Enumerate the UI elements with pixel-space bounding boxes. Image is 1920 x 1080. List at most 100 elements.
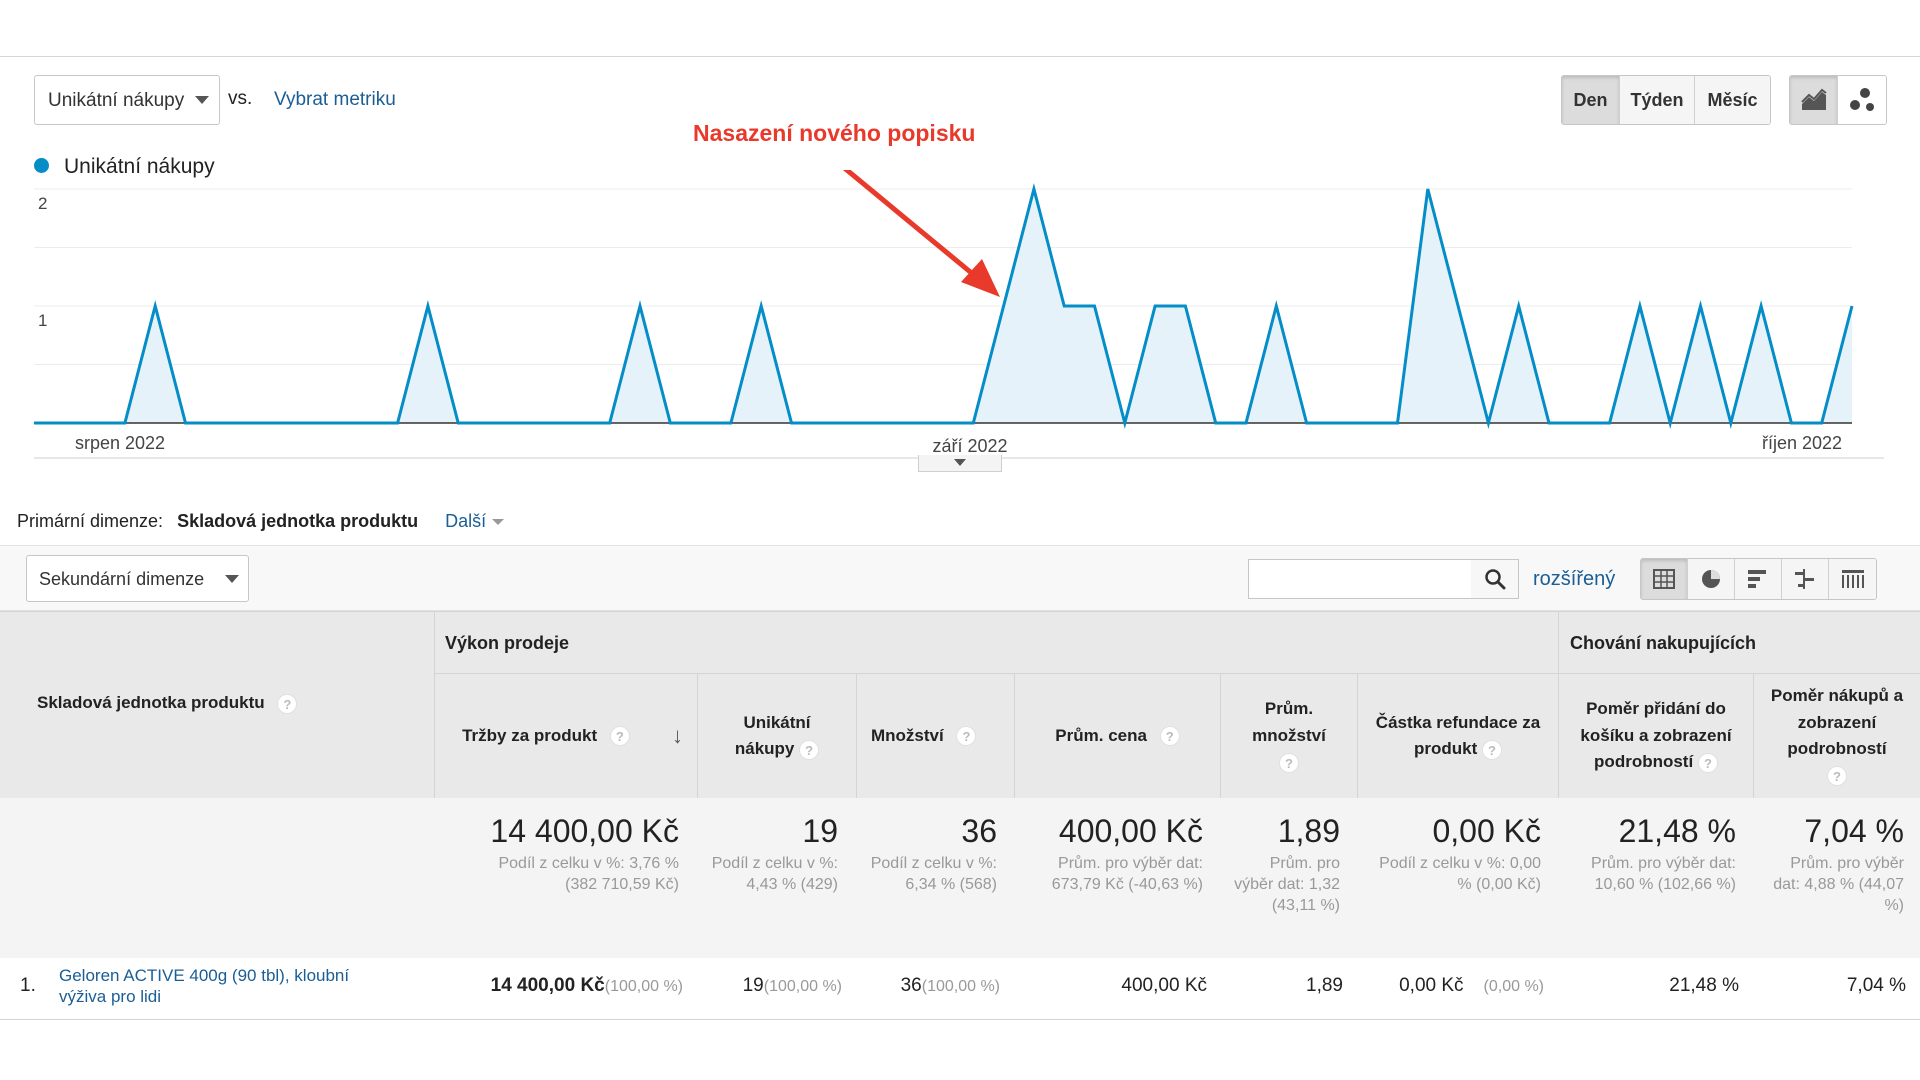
cell-value: 14 400,00 Kč — [490, 975, 605, 996]
annotation-arrow — [842, 170, 982, 282]
table-search-input[interactable] — [1248, 559, 1472, 599]
line-chart: 1 2 srpen 2022 září 2022 říjen 2022 — [34, 170, 1884, 459]
column-header-label: Unikátní nákupy — [734, 712, 811, 758]
group-header-sales: Výkon prodeje — [445, 633, 570, 653]
more-dimensions-link[interactable]: Další — [445, 511, 505, 532]
period-week-button[interactable]: Týden — [1620, 76, 1695, 124]
help-icon[interactable]: ? — [277, 693, 298, 714]
column-header-revenue[interactable]: Tržby za produkt ? — [435, 674, 697, 798]
help-icon[interactable]: ? — [799, 739, 820, 760]
row-value-quantity: 36(100,00 %) — [857, 975, 1000, 997]
chart-annotation: Nasazení nového popisku — [693, 120, 976, 146]
primary-dimension-bar: Primární dimenze: Skladová jednotka prod… — [17, 511, 505, 532]
dimension-column-header[interactable]: Skladová jednotka produktu ? — [37, 693, 298, 714]
column-header-label: Poměr přidání do košíku a zobrazení podr… — [1580, 699, 1732, 772]
x-tick-label: říjen 2022 — [1762, 433, 1842, 453]
choose-metric-link[interactable]: Vybrat metriku — [274, 89, 396, 110]
total-value: 400,00 Kč — [1058, 813, 1203, 849]
cell-percent: (100,00 %) — [604, 978, 683, 995]
row-value-cart-to-detail: 21,48 % — [1559, 975, 1739, 997]
column-header-label: Částka refundace za produkt — [1375, 712, 1541, 758]
period-toggle: Den Týden Měsíc — [1561, 75, 1771, 125]
column-header-label: Poměr nákupů a zobrazení podrobností — [1770, 686, 1904, 758]
row-value-unique-purchases: 19(100,00 %) — [698, 975, 842, 997]
total-subtext: Podíl z celku v %: 6,34 % (568) — [870, 855, 997, 893]
help-icon[interactable]: ? — [1159, 726, 1180, 747]
period-day-button[interactable]: Den — [1562, 76, 1620, 124]
line-chart-button[interactable] — [1790, 76, 1838, 124]
x-tick-label: srpen 2022 — [75, 433, 165, 453]
total-subtext: Podíl z celku v %: 4,43 % (429) — [711, 855, 838, 893]
metric-select[interactable]: Unikátní nákupy — [34, 75, 220, 125]
column-header-avg-price[interactable]: Prům. cena ? — [1015, 674, 1220, 798]
cell-percent: (0,00 %) — [1483, 978, 1544, 995]
comparison-icon — [1795, 569, 1814, 589]
motion-chart-icon — [1850, 88, 1874, 111]
row-product-link[interactable]: Geloren ACTIVE 400g (90 tbl), kloubní vý… — [59, 966, 350, 1007]
line-chart-icon — [1800, 88, 1827, 110]
column-header-avg-quantity[interactable]: Prům. množství? — [1221, 674, 1357, 798]
help-icon[interactable]: ? — [1827, 765, 1847, 786]
table-row — [0, 958, 1920, 1020]
top-divider — [0, 56, 1920, 57]
metric-select-label: Unikátní nákupy — [48, 90, 185, 111]
help-icon[interactable]: ? — [956, 726, 977, 747]
vs-label: vs. — [228, 88, 253, 109]
sort-descending-icon[interactable]: ↓ — [672, 723, 683, 748]
column-header-label: Prům. cena — [1055, 725, 1147, 745]
help-icon[interactable]: ? — [1279, 752, 1299, 773]
group-header-behavior: Chování nakupujících — [1570, 633, 1757, 653]
motion-chart-button[interactable] — [1838, 76, 1886, 124]
row-value-avg-price: 400,00 Kč — [1015, 975, 1207, 997]
annotation-arrowhead — [961, 259, 1000, 297]
dimension-column-label: Skladová jednotka produktu — [37, 693, 265, 712]
column-header-label: Prům. množství — [1252, 699, 1326, 745]
table-view-toggle — [1640, 558, 1877, 600]
advanced-filter-link[interactable]: rozšířený — [1533, 568, 1616, 590]
cell-value: 400,00 Kč — [1121, 975, 1207, 996]
chart-expand-handle[interactable] — [918, 455, 1002, 472]
row-value-avg-quantity: 1,89 — [1221, 975, 1343, 997]
column-header-unique-purchases[interactable]: Unikátní nákupy ? — [698, 674, 856, 798]
secondary-dimension-select[interactable]: Sekundární dimenze — [26, 555, 249, 602]
pivot-view-button[interactable] — [1829, 559, 1876, 599]
help-icon[interactable]: ? — [1482, 739, 1502, 760]
help-icon[interactable]: ? — [1697, 752, 1718, 773]
total-value: 1,89 — [1277, 813, 1340, 849]
comparison-view-button[interactable] — [1782, 559, 1829, 599]
bar-view-button[interactable] — [1735, 559, 1782, 599]
total-value: 21,48 % — [1618, 813, 1736, 849]
totals-row — [0, 798, 1920, 958]
column-header-quantity[interactable]: Množství ? — [857, 674, 1014, 798]
column-header-refund[interactable]: Částka refundace za produkt ? — [1358, 674, 1558, 798]
primary-dimension-current[interactable]: Skladová jednotka produktu — [177, 511, 419, 531]
total-subtext: Prům. pro výběr dat: 673,79 Kč (-40,63 %… — [1051, 855, 1203, 893]
x-tick-label: září 2022 — [932, 436, 1007, 456]
row-number: 1. — [20, 975, 36, 996]
column-header-buy-to-detail[interactable]: Poměr nákupů a zobrazení podrobností? — [1754, 674, 1920, 798]
column-header-cart-to-detail[interactable]: Poměr přidání do košíku a zobrazení podr… — [1559, 674, 1753, 798]
pie-icon — [1702, 570, 1720, 588]
group-header-divider — [434, 673, 1920, 674]
cell-value: 36 — [900, 975, 922, 996]
row-value-revenue: 14 400,00 Kč(100,00 %) — [435, 975, 683, 997]
bar-icon — [1748, 570, 1766, 588]
total-subtext: Podíl z celku v %: 3,76 % (382 710,59 Kč… — [498, 855, 679, 893]
y-tick-label: 2 — [38, 194, 47, 213]
row-value-buy-to-detail: 7,04 % — [1754, 975, 1906, 997]
legend-marker — [34, 158, 49, 173]
table-view-button[interactable] — [1641, 559, 1688, 599]
table-icon — [1653, 569, 1675, 589]
total-value: 14 400,00 Kč — [490, 813, 679, 849]
more-dimensions-label: Další — [445, 511, 487, 531]
primary-dimension-label: Primární dimenze: — [17, 511, 164, 531]
period-month-button[interactable]: Měsíc — [1695, 76, 1770, 124]
table-header — [0, 611, 1920, 798]
search-button[interactable] — [1471, 559, 1519, 599]
help-icon[interactable]: ? — [609, 726, 630, 747]
cell-value: 7,04 % — [1846, 975, 1906, 996]
search-icon — [1484, 569, 1505, 590]
pie-view-button[interactable] — [1688, 559, 1735, 599]
pivot-icon — [1841, 570, 1864, 588]
cell-percent: (100,00 %) — [763, 978, 842, 995]
